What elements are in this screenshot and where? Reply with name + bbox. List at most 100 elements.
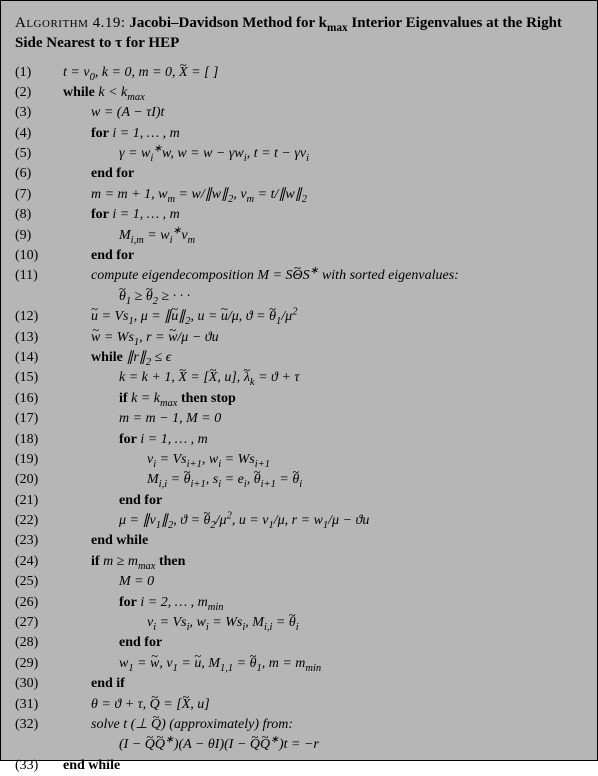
line-number: (23) <box>15 532 63 551</box>
line-number: (33) <box>15 757 63 776</box>
algo-line: (23)end while <box>15 532 583 551</box>
line-content: t = v0, k = 0, m = 0, X = [ ] <box>63 64 583 83</box>
algo-line: (33)end while <box>15 757 583 776</box>
line-number: (20) <box>15 471 63 490</box>
line-number: (26) <box>15 594 63 613</box>
line-number: (10) <box>15 247 63 266</box>
line-content: end for <box>63 634 583 653</box>
line-content: end if <box>63 675 583 694</box>
line-content: for i = 1, … , m <box>63 206 583 225</box>
line-content: if m ≥ mmax then <box>63 553 583 572</box>
algo-line: (2)while k < kmax <box>15 84 583 103</box>
algo-line: (8)for i = 1, … , m <box>15 206 583 225</box>
line-content: end while <box>63 757 583 776</box>
line-content: θ = ϑ + τ, Q = [X, u] <box>63 696 583 715</box>
algo-line: (26)for i = 2, … , mmin <box>15 594 583 613</box>
algo-line: (29)w1 = w, v1 = u, M1,1 = θ1, m = mmin <box>15 655 583 674</box>
line-number: (32) <box>15 716 63 735</box>
line-number: (31) <box>15 696 63 715</box>
line-number: (1) <box>15 64 63 83</box>
line-content: vi = Vsi, wi = Wsi, Mi,i = θi <box>63 614 583 633</box>
line-number: (27) <box>15 614 63 633</box>
line-number: (30) <box>15 675 63 694</box>
line-number: (13) <box>15 329 63 348</box>
line-number: (7) <box>15 186 63 205</box>
line-content: θ1 ≥ θ2 ≥ · · · <box>63 288 583 307</box>
line-content: end while <box>63 532 583 551</box>
algo-line: (27)vi = Vsi, wi = Wsi, Mi,i = θi <box>15 614 583 633</box>
line-number: (12) <box>15 308 63 327</box>
algo-line: (30)end if <box>15 675 583 694</box>
line-content: if k = kmax then stop <box>63 390 583 409</box>
algo-line: (21)end for <box>15 492 583 511</box>
line-content: while k < kmax <box>63 84 583 103</box>
line-content: u = Vs1, μ = ∥u∥2, u = u/μ, ϑ = θ1/μ2 <box>63 308 583 327</box>
algo-line: (14)while ∥r∥2 ≤ ϵ <box>15 349 583 368</box>
algorithm-body: (1)t = v0, k = 0, m = 0, X = [ ](2)while… <box>15 64 583 776</box>
line-content: m = m + 1, wm = w/∥w∥2, vm = t/∥w∥2 <box>63 186 583 205</box>
algo-line: θ1 ≥ θ2 ≥ · · · <box>15 288 583 307</box>
algorithm-title: Algorithm 4.19: Jacobi–Davidson Method f… <box>15 13 583 54</box>
algo-line: (7)m = m + 1, wm = w/∥w∥2, vm = t/∥w∥2 <box>15 186 583 205</box>
algo-line: (6)end for <box>15 165 583 184</box>
line-number: (6) <box>15 165 63 184</box>
line-content: end for <box>63 247 583 266</box>
line-content: for i = 2, … , mmin <box>63 594 583 613</box>
line-content: solve t (⊥ Q) (approximately) from: <box>63 716 583 735</box>
line-content: (I − QQ∗)(A − θI)(I − QQ∗)t = −r <box>63 736 583 755</box>
line-number: (21) <box>15 492 63 511</box>
line-content: m = m − 1, M = 0 <box>63 410 583 429</box>
algo-line: (I − QQ∗)(A − θI)(I − QQ∗)t = −r <box>15 736 583 755</box>
algo-line: (1)t = v0, k = 0, m = 0, X = [ ] <box>15 64 583 83</box>
algo-line: (12)u = Vs1, μ = ∥u∥2, u = u/μ, ϑ = θ1/μ… <box>15 308 583 327</box>
algo-line: (28)end for <box>15 634 583 653</box>
algo-line: (17)m = m − 1, M = 0 <box>15 410 583 429</box>
algo-line: (11)compute eigendecomposition M = SΘS∗ … <box>15 267 583 286</box>
algo-line: (31)θ = ϑ + τ, Q = [X, u] <box>15 696 583 715</box>
line-number: (24) <box>15 553 63 572</box>
line-number: (9) <box>15 227 63 246</box>
line-number: (25) <box>15 573 63 592</box>
line-number: (22) <box>15 512 63 531</box>
line-number: (8) <box>15 206 63 225</box>
line-content: w = (A − τI)t <box>63 104 583 123</box>
line-content: vi = Vsi+1, wi = Wsi+1 <box>63 451 583 470</box>
line-number: (2) <box>15 84 63 103</box>
algo-line: (20)Mi,i = θi+1, si = ei, θi+1 = θi <box>15 471 583 490</box>
line-number: (16) <box>15 390 63 409</box>
algo-line: (24)if m ≥ mmax then <box>15 553 583 572</box>
line-content: for i = 1, … , m <box>63 431 583 450</box>
line-number: (18) <box>15 431 63 450</box>
line-number: (19) <box>15 451 63 470</box>
algo-line: (18)for i = 1, … , m <box>15 431 583 450</box>
line-content: for i = 1, … , m <box>63 125 583 144</box>
line-content: Mi,m = wi∗vm <box>63 227 583 246</box>
algo-line: (9)Mi,m = wi∗vm <box>15 227 583 246</box>
algo-line: (3)w = (A − τI)t <box>15 104 583 123</box>
algo-line: (25)M = 0 <box>15 573 583 592</box>
algo-line: (22)μ = ∥v1∥2, ϑ = θ2/μ2, u = v1/μ, r = … <box>15 512 583 531</box>
line-content: Mi,i = θi+1, si = ei, θi+1 = θi <box>63 471 583 490</box>
line-content: μ = ∥v1∥2, ϑ = θ2/μ2, u = v1/μ, r = w1/μ… <box>63 512 583 531</box>
line-number: (17) <box>15 410 63 429</box>
algo-line: (32)solve t (⊥ Q) (approximately) from: <box>15 716 583 735</box>
line-number: (3) <box>15 104 63 123</box>
line-number: (11) <box>15 267 63 286</box>
line-content: while ∥r∥2 ≤ ϵ <box>63 349 583 368</box>
line-content: compute eigendecomposition M = SΘS∗ with… <box>63 267 583 286</box>
line-content: γ = wi∗w, w = w − γwi, t = t − γvi <box>63 145 583 164</box>
line-content: end for <box>63 165 583 184</box>
line-content: M = 0 <box>63 573 583 592</box>
algo-line: (13)w = Ws1, r = w/μ − ϑu <box>15 329 583 348</box>
line-number: (4) <box>15 125 63 144</box>
line-number: (28) <box>15 634 63 653</box>
line-number: (29) <box>15 655 63 674</box>
line-number: (14) <box>15 349 63 368</box>
line-content: k = k + 1, X = [X, u], λk = ϑ + τ <box>63 369 583 388</box>
line-content: end for <box>63 492 583 511</box>
algo-line: (16)if k = kmax then stop <box>15 390 583 409</box>
title-prefix: Algorithm 4.19: <box>15 15 126 31</box>
algorithm-box: Algorithm 4.19: Jacobi–Davidson Method f… <box>0 0 598 761</box>
line-number: (15) <box>15 369 63 388</box>
algo-line: (4)for i = 1, … , m <box>15 125 583 144</box>
